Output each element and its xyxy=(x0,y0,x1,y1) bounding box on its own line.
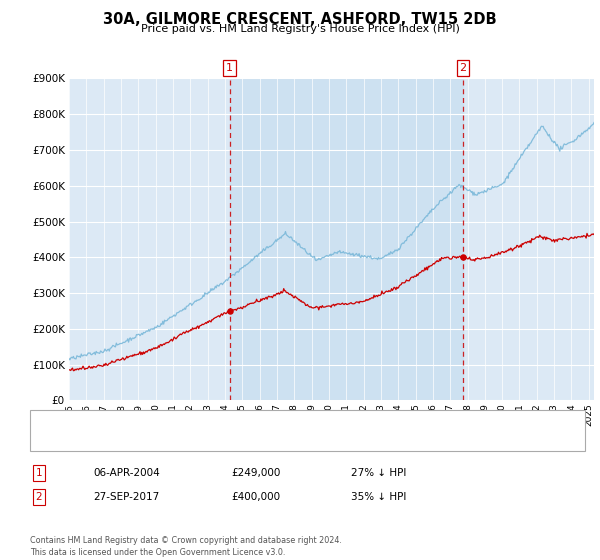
Bar xyxy=(230,78,463,400)
Text: 27-SEP-2017: 27-SEP-2017 xyxy=(93,492,159,502)
Point xyxy=(458,253,468,262)
Text: 2: 2 xyxy=(460,63,467,73)
Text: Contains HM Land Registry data © Crown copyright and database right 2024.
This d: Contains HM Land Registry data © Crown c… xyxy=(30,536,342,557)
Point xyxy=(225,307,235,316)
Text: 30A, GILMORE CRESCENT, ASHFORD, TW15 2DB (detached house): 30A, GILMORE CRESCENT, ASHFORD, TW15 2DB… xyxy=(79,417,406,427)
Text: 30A, GILMORE CRESCENT, ASHFORD, TW15 2DB: 30A, GILMORE CRESCENT, ASHFORD, TW15 2DB xyxy=(103,12,497,27)
Text: 27% ↓ HPI: 27% ↓ HPI xyxy=(351,468,406,478)
Text: 1: 1 xyxy=(35,468,43,478)
Text: 06-APR-2004: 06-APR-2004 xyxy=(93,468,160,478)
Text: 2: 2 xyxy=(35,492,43,502)
Text: 1: 1 xyxy=(226,63,233,73)
Text: £249,000: £249,000 xyxy=(231,468,280,478)
Text: HPI: Average price, detached house, Spelthorne: HPI: Average price, detached house, Spel… xyxy=(79,437,313,447)
Text: Price paid vs. HM Land Registry's House Price Index (HPI): Price paid vs. HM Land Registry's House … xyxy=(140,24,460,34)
Text: 35% ↓ HPI: 35% ↓ HPI xyxy=(351,492,406,502)
Text: £400,000: £400,000 xyxy=(231,492,280,502)
